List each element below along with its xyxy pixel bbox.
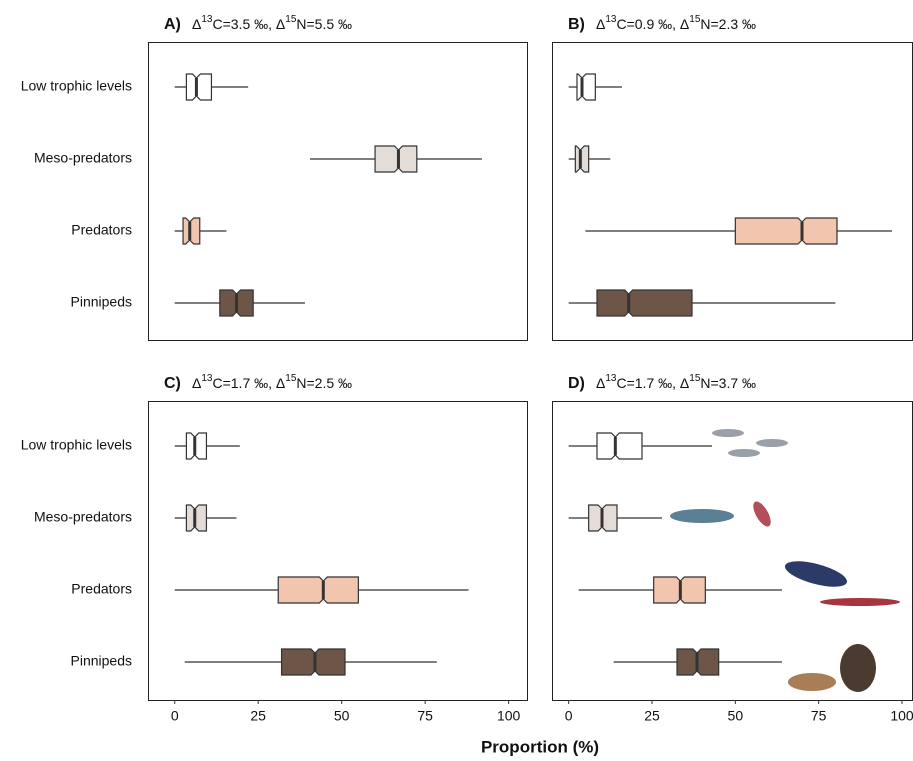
title-text: C=0.9 ‰, Δ: [616, 16, 689, 32]
panel-title: Δ13C=1.7 ‰, Δ15N=3.7 ‰: [596, 373, 756, 391]
box: [186, 74, 211, 100]
superscript: 15: [689, 373, 701, 384]
x-tick-label: 100: [890, 708, 913, 724]
category-label: Pinnipeds: [71, 653, 133, 669]
superscript: 15: [689, 14, 701, 25]
sea-lion-icon: [788, 673, 836, 691]
x-axis-label: Proportion (%): [481, 737, 599, 756]
title-text: N=3.7 ‰: [700, 375, 756, 391]
box: [282, 649, 345, 675]
x-tick-label: 0: [565, 708, 573, 724]
category-label: Pinnipeds: [71, 294, 133, 310]
box: [186, 433, 206, 459]
x-tick-label: 25: [644, 708, 660, 724]
x-tick-label: 75: [417, 708, 433, 724]
box: [577, 74, 595, 100]
panel-label: C): [164, 375, 181, 392]
box: [186, 505, 206, 531]
figure: Proportion (%) A)Δ13C=3.5 ‰, Δ15N=5.5 ‰L…: [0, 0, 913, 761]
panel-title: Δ13C=1.7 ‰, Δ15N=2.5 ‰: [192, 373, 352, 391]
sea-lion-icon: [840, 644, 876, 692]
panel-label: D): [568, 375, 585, 392]
box: [575, 146, 588, 172]
title-text: Δ: [192, 375, 201, 391]
box: [597, 433, 642, 459]
squid-icon: [750, 499, 774, 529]
panel: C) Δ13C=1.7 ‰, Δ15N=2.5 ‰ Low trophic leve…: [21, 373, 528, 724]
fish-icon: [712, 429, 744, 437]
x-tick-label: 100: [497, 708, 521, 724]
title-text: N=2.3 ‰: [700, 16, 756, 32]
title-text: Δ: [192, 16, 201, 32]
box: [597, 290, 692, 316]
panel: B) Δ13C=0.9 ‰, Δ15N=2.3 ‰: [553, 14, 913, 341]
fish-icon: [756, 439, 788, 447]
panel: A) Δ13C=3.5 ‰, Δ15N=5.5 ‰ Low trophic leve…: [21, 14, 528, 341]
panel-label: B): [568, 16, 585, 33]
category-label: Predators: [71, 581, 132, 597]
superscript: 13: [201, 373, 213, 384]
panel-label: A): [164, 16, 181, 33]
box: [375, 146, 417, 172]
box: [183, 218, 200, 244]
category-label: Meso-predators: [34, 150, 132, 166]
title-text: Δ: [596, 16, 605, 32]
panel-title: Δ13C=0.9 ‰, Δ15N=2.3 ‰: [596, 14, 756, 32]
title-text: N=5.5 ‰: [296, 16, 352, 32]
category-label: Meso-predators: [34, 509, 132, 525]
title-text: C=3.5 ‰, Δ: [212, 16, 285, 32]
fish-icon: [728, 449, 760, 457]
x-tick-label: 50: [728, 708, 744, 724]
mackerel-icon: [670, 509, 734, 523]
superscript: 13: [605, 14, 617, 25]
category-label: Predators: [71, 222, 132, 238]
category-label: Low trophic levels: [21, 78, 132, 94]
box: [278, 577, 358, 603]
panel-title: Δ13C=3.5 ‰, Δ15N=5.5 ‰: [192, 14, 352, 32]
x-tick-label: 75: [811, 708, 827, 724]
category-label: Low trophic levels: [21, 437, 132, 453]
box: [735, 218, 837, 244]
superscript: 13: [605, 373, 617, 384]
title-text: N=2.5 ‰: [296, 375, 352, 391]
title-text: Δ: [596, 375, 605, 391]
squid-icon: [820, 598, 900, 606]
title-text: C=1.7 ‰, Δ: [212, 375, 285, 391]
superscript: 13: [201, 14, 213, 25]
superscript: 15: [285, 373, 297, 384]
tuna-icon: [783, 556, 850, 592]
x-tick-label: 50: [334, 708, 350, 724]
title-text: C=1.7 ‰, Δ: [616, 375, 689, 391]
x-tick-label: 25: [250, 708, 266, 724]
superscript: 15: [285, 14, 297, 25]
x-tick-label: 0: [171, 708, 179, 724]
